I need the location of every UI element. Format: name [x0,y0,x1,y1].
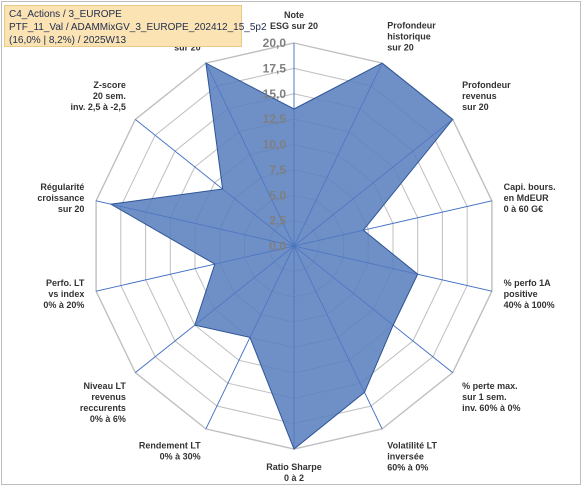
axis-label-line: Profondeur [462,80,511,90]
axis-label-line: sur 20 [58,204,85,214]
spoke-overlay-4 [293,245,492,292]
axis-label-line: 20 sem. [93,91,126,101]
axis-label-line: 0 à 60 G€ [504,204,544,214]
radar-series [96,43,492,450]
axis-label-line: sur 20 [462,102,489,112]
tick-label-4: 10,0 [263,138,287,152]
tick-label-0: 0,0 [269,239,286,253]
axis-label-line: Z-score [93,80,126,90]
axis-label-line: inv. 60% à 0% [462,403,520,413]
axis-label-7: Ratio Sharpe 0 à 2 [266,462,322,483]
tick-label-7: 17,5 [263,61,287,75]
axis-label-line: en MdEUR [504,193,550,203]
axis-label-line: sur 1 sem. [462,392,507,402]
axis-label-line: vs index [48,289,84,299]
spoke-overlay-10 [96,245,295,292]
info-line-3: (16,0% | 8,2%) / 2025W13 [9,35,127,46]
spoke-overlay-8 [205,245,295,430]
axis-label-line: Note [284,10,304,20]
axis-label-line: Rendement LT [139,441,201,451]
axis-label-line: % perte max. [462,381,518,391]
tick-label-3: 7,5 [269,163,286,177]
axis-label-line: % perfo 1A [504,278,552,288]
tick-label-2: 5,0 [269,188,286,202]
axis-label-line: Ratio Sharpe [266,462,322,472]
spoke-overlay-3 [293,200,492,247]
axis-label-2: Profondeur revenus sur 20 [462,80,511,112]
axis-label-1: Profondeur historique sur 20 [387,20,436,52]
axis-label-line: sur 20 [387,42,414,52]
axis-label-line: Capi. bours. [504,182,556,192]
axis-label-9: Niveau LT revenus reccurents 0% à 6% [80,381,127,424]
axis-label-line: 40% à 100% [504,300,555,310]
info-line-2: PTF_11_Val / ADAMMixGV_3_EUROPE_202412_1… [9,22,267,33]
spoke-overlay-5 [293,245,453,373]
spoke-overlay-6 [293,245,383,430]
axis-label-line: Profondeur [387,20,436,30]
spoke-overlay-9 [135,245,295,373]
spoke-overlay-12 [135,119,295,247]
axis-label-3: Capi. bours. en MdEUR 0 à 60 G€ [504,182,556,214]
axis-label-line: 0% à 20% [43,300,84,310]
axis-label-10: Perfo. LT vs index 0% à 20% [43,278,85,310]
tick-label-6: 15,0 [263,87,287,101]
axis-label-line: ESG sur 20 [270,21,318,31]
axis-label-line: reccurents [80,403,126,413]
axis-label-11: Régularité croissance sur 20 [37,182,84,214]
axis-label-5: % perte max. sur 1 sem. inv. 60% à 0% [462,381,520,413]
axis-label-line: sur 20 [174,42,201,52]
axis-label-line: 0% à 6% [90,414,126,424]
axis-label-8: Rendement LT 0% à 30% [139,441,201,462]
axis-labels: Note ESG sur 20 Profondeur historique sur 20… [37,10,555,483]
axis-label-line: positive [504,289,538,299]
axis-label-line: 60% à 0% [387,463,428,473]
axis-label-line: Volatilité LT [387,441,437,451]
axis-label-line: historique [387,31,431,41]
axis-label-12: Z-score 20 sem. inv. 2,5 à -2,5 [71,80,126,112]
spoke-overlay-13 [205,62,295,247]
spoke-overlay-1 [293,62,383,247]
spoke-overlay-2 [293,119,453,247]
axis-label-line: 0 à 2 [284,473,304,483]
tick-label-8: 20,0 [263,36,287,50]
tick-label-1: 2,5 [269,214,286,228]
axis-label-line: 0% à 30% [160,452,201,462]
radial-tick-labels: 0,0 2,5 5,0 7,5 10,0 12,5 15,0 17,5 20,0 [263,36,287,253]
portfolio-info-box: C4_Actions / 3_EUROPE PTF_11_Val / ADAMM… [4,5,267,47]
axis-label-4: % perfo 1A positive 40% à 100% [504,278,555,310]
tick-label-5: 12,5 [263,112,287,126]
axis-label-6: Volatilité LT inversée 60% à 0% [387,441,437,473]
axis-label-line: Perfo. LT [46,278,85,288]
axis-label-line: revenus [91,392,126,402]
axis-label-line: Niveau LT [84,381,127,391]
axis-label-line: croissance [37,193,84,203]
info-line-1: C4_Actions / 3_EUROPE [9,9,122,20]
axis-label-0: Note ESG sur 20 [270,10,318,31]
axis-label-line: inversée [387,452,424,462]
spoke-overlay-11 [96,200,295,247]
axis-label-line: Régularité [40,182,84,192]
axis-label-line: inv. 2,5 à -2,5 [71,102,126,112]
axis-label-line: revenus [462,91,497,101]
